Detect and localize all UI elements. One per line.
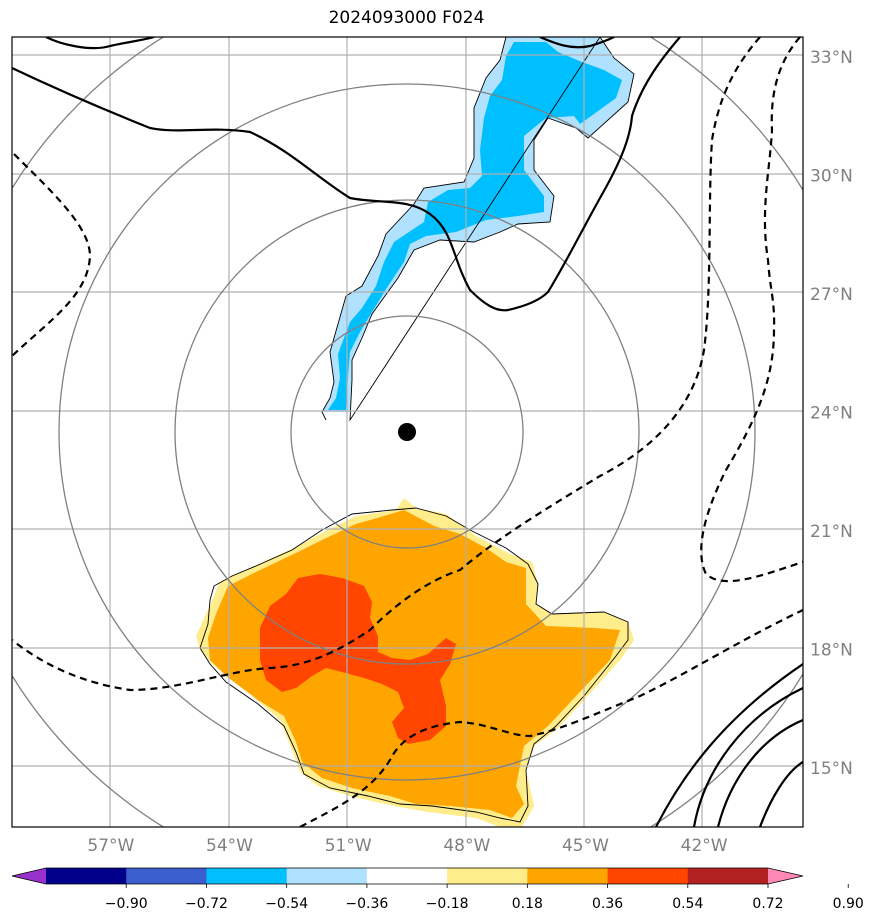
parallels: [12, 54, 803, 767]
colorbar-segment: [607, 868, 689, 884]
solid-contour-br-4: [758, 761, 803, 827]
colorbar-outline: [11, 867, 804, 885]
range-ring-2: [174, 199, 640, 665]
y-tick-label: 18°N: [810, 640, 853, 660]
chart-title: 2024093000 F024: [328, 8, 485, 28]
colorbar-tick-label: 0.72: [752, 896, 783, 912]
y-tick-label: 24°N: [810, 403, 853, 423]
x-tick-label: 42°W: [681, 836, 728, 856]
dashed-contour-lower: [299, 609, 803, 827]
x-tick-label: 48°W: [443, 836, 490, 856]
center-marker: [398, 423, 416, 441]
colorbar: −0.90 −0.72 −0.54 −0.36 −0.18 0.18 0.36 0.54 0.7…: [11, 867, 864, 912]
x-tick-label: 57°W: [87, 836, 134, 856]
colorbar-segment: [46, 868, 127, 884]
range-ring-3: [58, 83, 756, 781]
colorbar-tick-label: 0.36: [592, 896, 623, 912]
y-tick-label: 15°N: [810, 759, 853, 779]
dashed-contour-left: [12, 153, 92, 357]
colorbar-tick-label: 0.18: [512, 896, 543, 912]
solid-contour-br-3: [716, 718, 803, 827]
solid-contour-br-1: [655, 663, 803, 827]
map-area: [12, 37, 803, 827]
map-frame: [11, 36, 804, 828]
shade-deep-sky-blue: [328, 42, 622, 410]
colorbar-segment: [126, 868, 207, 884]
y-tick-label: 30°N: [810, 166, 853, 186]
colorbar-tick-label: −0.90: [105, 896, 148, 912]
colorbar-tick-label: −0.54: [265, 896, 308, 912]
x-axis-ticks: 57°W 54°W 51°W 48°W 45°W 42°W: [87, 836, 727, 856]
colorbar-tick-label: −0.18: [426, 896, 469, 912]
graticule: [12, 37, 803, 827]
solid-contour-top: [45, 37, 155, 50]
colorbar-tick-label: 0.54: [672, 896, 703, 912]
colorbar-segment: [366, 868, 448, 884]
colorbar-tick-label: −0.36: [345, 896, 388, 912]
range-rings: [12, 37, 803, 827]
dashed-contours: [12, 37, 803, 827]
y-tick-label: 27°N: [810, 285, 853, 305]
y-tick-label: 33°N: [810, 48, 853, 68]
dashed-contour-upper-right: [12, 37, 761, 692]
solid-contour-main: [12, 37, 681, 312]
y-tick-label: 21°N: [810, 522, 853, 542]
colorbar-extend-min: [12, 868, 46, 884]
y-axis-ticks: 33°N 30°N 27°N 24°N 21°N 18°N 15°N: [810, 48, 853, 779]
colorbar-segment: [286, 868, 368, 884]
colorbar-tick-label: 0.90: [833, 896, 864, 912]
range-ring-1: [290, 315, 524, 549]
solid-contour-br-2: [692, 687, 803, 827]
x-tick-label: 54°W: [206, 836, 253, 856]
colorbar-segment: [447, 868, 528, 884]
outline-negative: [321, 37, 635, 422]
negative-anomaly-band: [321, 37, 635, 422]
solid-contour-top-right: [539, 37, 615, 49]
colorbar-segment: [687, 868, 769, 884]
colorbar-extend-max: [768, 868, 803, 884]
dashed-contour-far-right: [700, 37, 803, 583]
x-tick-label: 51°W: [325, 836, 372, 856]
colorbar-segment: [206, 868, 288, 884]
x-tick-label: 45°W: [562, 836, 609, 856]
colorbar-segment: [527, 868, 609, 884]
colorbar-tick-label: −0.72: [185, 896, 228, 912]
meridians: [109, 37, 703, 827]
solid-contours: [12, 37, 803, 827]
outline-positive: [199, 507, 629, 823]
